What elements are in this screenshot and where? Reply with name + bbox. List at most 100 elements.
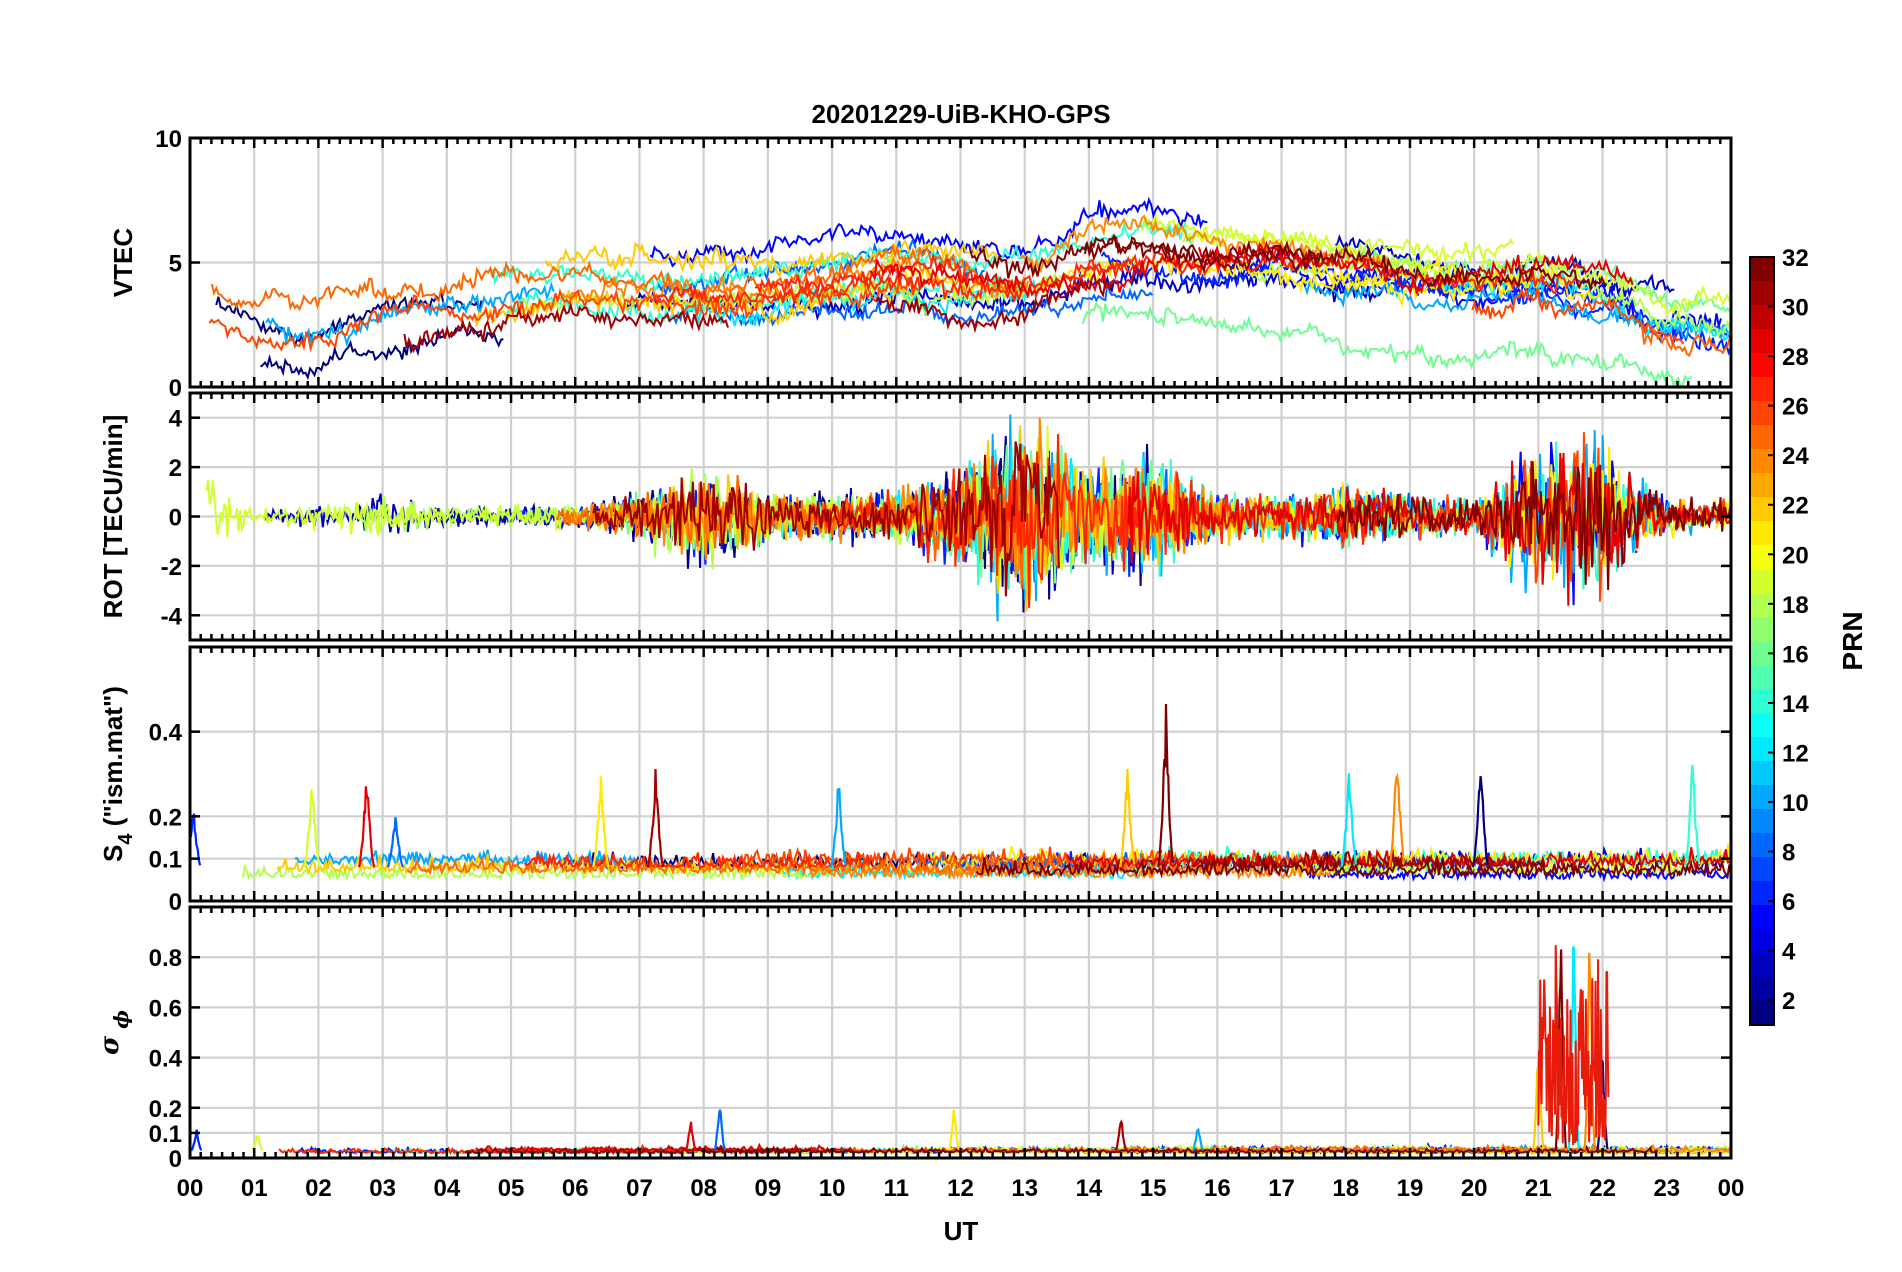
y-axis-label: S4 ("ism.mat"): [98, 686, 137, 862]
x-tick-label: 20: [1461, 1175, 1488, 1202]
colorbar-band: [1750, 713, 1774, 738]
y-tick-label: 5: [169, 251, 182, 278]
colorbar-band: [1750, 521, 1774, 546]
colorbar-band: [1750, 281, 1774, 306]
x-tick-label: 19: [1397, 1175, 1424, 1202]
series-line-prn-1: [215, 291, 483, 349]
colorbar-band: [1750, 497, 1774, 522]
peak-1: [303, 789, 321, 868]
colorbar-band: [1750, 977, 1774, 1002]
colorbar-band: [1750, 353, 1774, 378]
series-line-prn-25-b: [1640, 325, 1731, 358]
y-tick-label: -2: [161, 554, 182, 581]
y-tick-label: 0: [169, 375, 182, 402]
x-tick-label: 07: [626, 1175, 653, 1202]
colorbar-tick-label: 32: [1782, 245, 1809, 272]
grid: [190, 907, 1731, 1158]
y-tick-label: 2: [169, 455, 182, 482]
series-line-prn-27-b: [653, 263, 1135, 307]
series-line-prn-25: [210, 243, 982, 312]
series-line-prn-31: [592, 441, 1060, 597]
colorbar-band: [1750, 425, 1774, 450]
colorbar-band: [1750, 545, 1774, 570]
x-tick-label: 05: [498, 1175, 525, 1202]
colorbar-tick-label: 30: [1782, 295, 1809, 322]
series-line-prn-29: [475, 1142, 853, 1153]
colorbar-band: [1750, 257, 1774, 282]
burst-line: [1537, 945, 1610, 1146]
peak-2: [684, 1121, 697, 1151]
colorbar-band: [1750, 929, 1774, 954]
y-axis-label: σ ϕ: [95, 1010, 133, 1055]
colorbar-band: [1750, 689, 1774, 714]
series-line-prn-31-b: [875, 271, 1115, 334]
x-tick-label: 22: [1589, 1175, 1616, 1202]
colorbar-tick-label: 22: [1782, 493, 1809, 520]
y-tick-label: 0.6: [149, 995, 182, 1022]
peak-5: [646, 768, 665, 868]
x-tick-label: 03: [369, 1175, 396, 1202]
y-tick-label: 0.4: [149, 1046, 183, 1073]
peak-12: [1683, 764, 1701, 868]
x-tick-label: 02: [305, 1175, 332, 1202]
colorbar-tick-label: 6: [1782, 889, 1795, 916]
peak-7: [1118, 768, 1136, 868]
x-tick-label: 00: [1718, 1175, 1745, 1202]
series-line-prn-26-b: [1471, 287, 1685, 347]
colorbar-band: [1750, 809, 1774, 834]
x-ticks: [188, 647, 1733, 901]
y-tick-label: 0: [169, 1146, 182, 1173]
y-tick-label: 0: [169, 889, 182, 916]
peak-1: [251, 1134, 264, 1152]
x-tick-label: 12: [947, 1175, 974, 1202]
series-line-prn-29-b: [1198, 240, 1634, 296]
x-axis-label: UT: [944, 1216, 979, 1246]
colorbar-band: [1750, 569, 1774, 594]
peak-5: [1114, 1119, 1127, 1151]
panel-sigma_phi: 00.10.2 0.4 0.6 0.8 σ ϕ: [95, 905, 1733, 1173]
peak-4: [592, 776, 610, 868]
x-tick-label: 09: [755, 1175, 782, 1202]
series-line-prn-32: [1336, 461, 1731, 591]
colorbar-tick-label: 16: [1782, 641, 1809, 668]
x-ticks: [188, 138, 1733, 387]
y-tick-label: 0.2: [149, 804, 182, 831]
colorbar-band: [1750, 377, 1774, 402]
x-tick-label: 13: [1011, 1175, 1038, 1202]
y-tick-label: 0.8: [149, 945, 182, 972]
series-line-prn-10-b: [265, 281, 555, 348]
colorbar-label: PRN: [1837, 611, 1868, 670]
peak-10: [1583, 952, 1596, 1151]
series-line-prn-12: [684, 279, 1039, 327]
series-line-prn-8: [655, 237, 985, 298]
x-tick-label: 10: [819, 1175, 846, 1202]
peak-11: [1471, 776, 1489, 868]
colorbar-tick-label: 4: [1782, 939, 1796, 966]
colorbar-band: [1750, 305, 1774, 330]
series-line-prn-29: [1127, 452, 1731, 606]
y-tick-labels: 00.10.2 0.4 0.6 0.8: [149, 945, 1731, 1173]
colorbar-band: [1750, 329, 1774, 354]
colorbar-band: [1750, 473, 1774, 498]
series-line-prn-27: [523, 850, 872, 871]
colorbar-band: [1750, 953, 1774, 978]
colorbar-band: [1750, 737, 1774, 762]
colorbar-tick-label: 20: [1782, 542, 1809, 569]
x-tick-label: 16: [1204, 1175, 1231, 1202]
y-axis-label: VTEC: [108, 228, 138, 298]
colorbar-tick-label: 10: [1782, 790, 1809, 817]
series-line-prn-22: [544, 239, 1002, 278]
x-ticks: [188, 907, 1733, 1158]
y-tick-label: 0.1: [149, 847, 182, 874]
y-tick-label: 4: [169, 406, 183, 433]
peak-2: [357, 786, 376, 868]
series-line-prn-32: [975, 856, 1731, 879]
y-tick-labels: 0 5 10: [155, 126, 1731, 402]
colorbar-band: [1750, 833, 1774, 858]
colorbar-band: [1750, 449, 1774, 474]
x-ticks: [188, 393, 1733, 640]
series-line-prn-19-b: [1141, 212, 1514, 265]
x-tick-labels: 00 01 02 03 04 05 06 07 08 09 10 11 12 13 14 15 16 17 18 19…: [177, 1175, 1745, 1202]
